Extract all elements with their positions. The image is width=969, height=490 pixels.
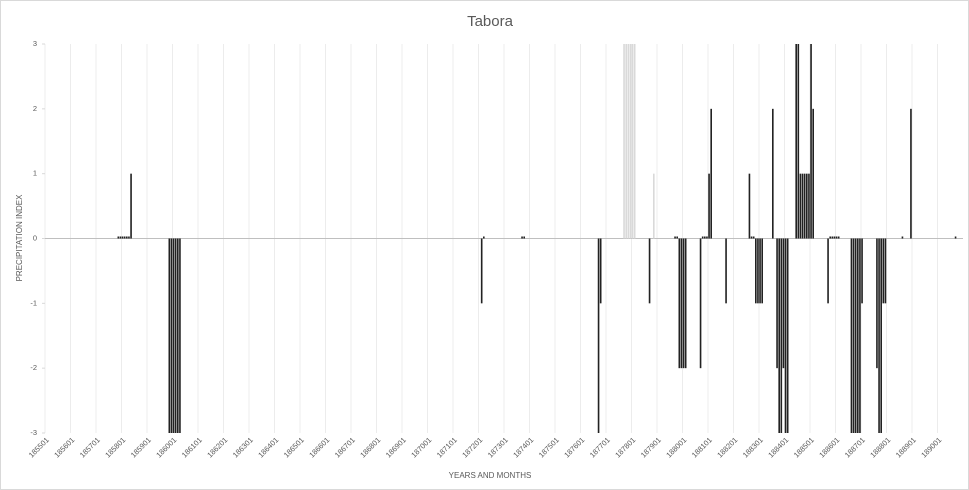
bar: [780, 238, 783, 433]
bar: [680, 238, 683, 369]
bar: [880, 238, 882, 433]
y-tick-label: -3: [30, 428, 37, 437]
bar: [128, 236, 130, 239]
bar: [748, 173, 751, 239]
y-tick-label: -1: [30, 298, 37, 307]
bar: [678, 238, 681, 369]
bar: [812, 108, 814, 239]
bar: [480, 238, 483, 304]
bar: [810, 44, 812, 239]
bar: [710, 108, 712, 239]
bar: [648, 238, 651, 304]
bar: [682, 238, 685, 369]
y-tick-label: 1: [33, 169, 37, 178]
bar: [625, 44, 627, 239]
bar: [752, 236, 755, 239]
bar: [778, 238, 780, 433]
bar: [772, 108, 774, 239]
y-tick-label: -2: [30, 363, 37, 372]
bar: [831, 236, 834, 239]
bar: [623, 44, 625, 239]
bar: [119, 236, 122, 239]
bar: [599, 238, 602, 304]
bar: [803, 173, 806, 239]
bar: [782, 238, 785, 369]
y-tick-label: 3: [33, 39, 37, 48]
bar: [168, 238, 171, 433]
bar: [177, 238, 179, 433]
bar: [174, 238, 177, 433]
bar: [835, 236, 838, 239]
y-axis-title: PRECIPITATION INDEX: [15, 194, 24, 281]
bar: [808, 173, 810, 239]
bar: [117, 236, 120, 239]
bar: [954, 236, 957, 239]
bar: [172, 238, 175, 433]
bar: [876, 238, 878, 369]
bar: [126, 236, 128, 239]
bar: [759, 238, 761, 304]
bar: [629, 44, 632, 239]
bar: [708, 173, 710, 239]
bar: [684, 238, 687, 369]
bar: [704, 236, 706, 239]
bar: [701, 236, 704, 239]
bar: [861, 238, 863, 304]
bar: [170, 238, 173, 433]
bar: [852, 238, 855, 433]
bar: [699, 238, 702, 369]
bar: [179, 238, 181, 433]
y-tick-label: 0: [33, 233, 37, 242]
bar: [829, 236, 831, 239]
bar: [901, 236, 904, 239]
bar: [757, 238, 759, 304]
bar: [633, 44, 636, 239]
bar: [882, 238, 885, 304]
bar: [857, 238, 859, 433]
x-axis-title: YEARS AND MONTHS: [449, 471, 532, 480]
bar: [755, 238, 757, 304]
bar: [750, 236, 753, 239]
bar: [910, 108, 912, 239]
bar: [725, 238, 727, 304]
bar: [878, 238, 880, 433]
bar: [801, 173, 804, 239]
bar: [121, 236, 124, 239]
chart-title: Tabora: [467, 13, 514, 30]
bar: [806, 173, 808, 239]
bar: [597, 238, 600, 433]
bar: [521, 236, 523, 239]
bar: [884, 238, 887, 304]
bar: [833, 236, 836, 239]
bar: [859, 238, 861, 433]
bar: [483, 236, 485, 239]
bar: [799, 173, 802, 239]
bar: [130, 173, 132, 239]
bar: [653, 173, 655, 239]
bar: [674, 236, 676, 239]
bar: [523, 236, 525, 239]
bar: [706, 236, 708, 239]
bar: [850, 238, 853, 433]
bar: [676, 236, 678, 239]
bar: [776, 238, 778, 369]
bar: [786, 238, 789, 433]
y-tick-label: 2: [33, 104, 37, 113]
bar: [854, 238, 857, 433]
bar: [837, 236, 840, 239]
bar: [631, 44, 634, 239]
bar: [761, 238, 763, 304]
bar: [797, 44, 800, 239]
bar: [123, 236, 126, 239]
bar: [784, 238, 787, 433]
bar: [827, 238, 829, 304]
bar: [795, 44, 797, 239]
bar: [627, 44, 630, 239]
